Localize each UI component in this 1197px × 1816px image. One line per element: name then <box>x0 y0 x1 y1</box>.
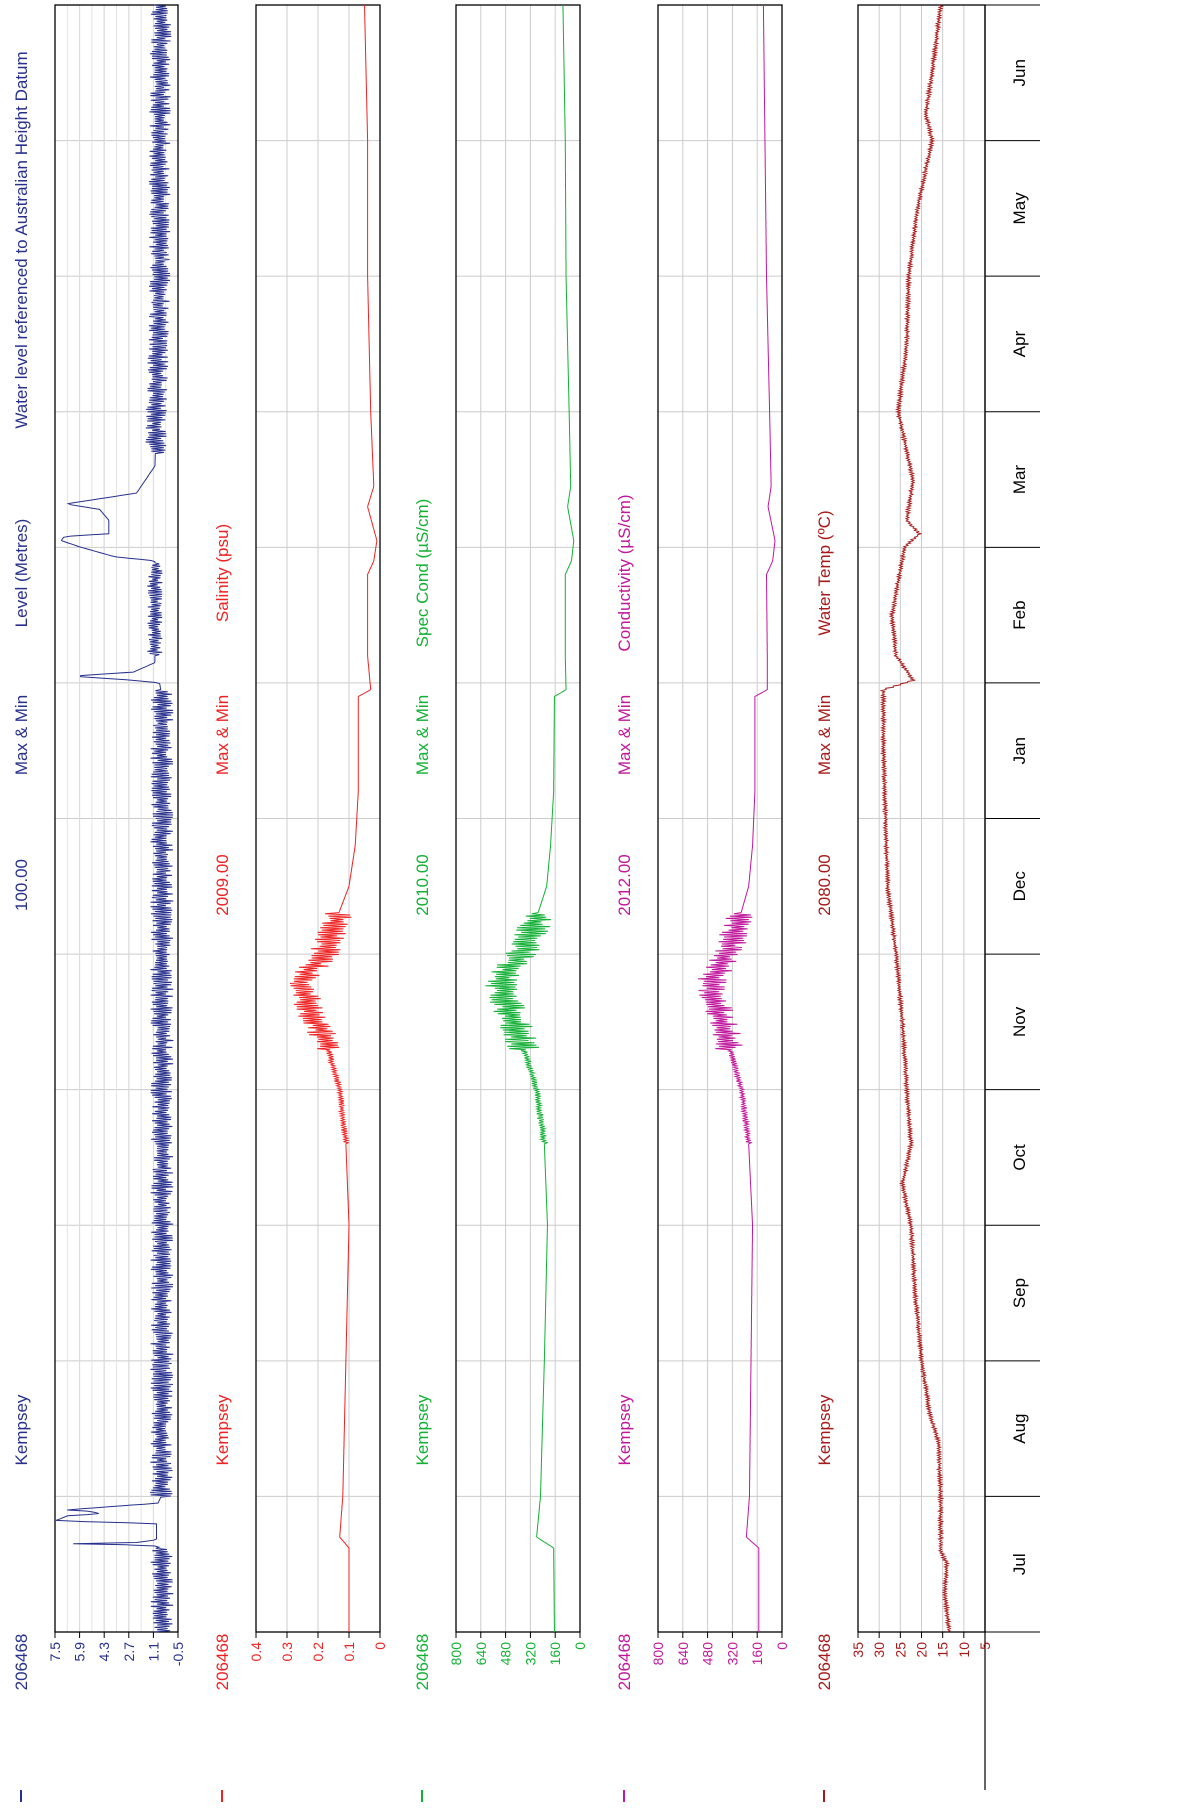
panel-salinity-psu-: 0.4 0.3 0.2 0.1 0 206468 Kempsey 2009.00 Max & M… <box>213 4 388 1802</box>
tick-label: 2.7 <box>121 1642 137 1662</box>
series-ylabel: Level (Metres) <box>12 519 31 628</box>
tick-label: 320 <box>522 1642 538 1666</box>
series-line <box>698 5 776 1632</box>
tick-label: 640 <box>473 1642 489 1666</box>
tick-label: 0.1 <box>341 1642 357 1662</box>
series-ylabel: Salinity (psu) <box>213 524 232 622</box>
series-line <box>879 4 952 1633</box>
series-station: 206468 <box>615 1634 634 1691</box>
series-station: 206468 <box>12 1634 31 1691</box>
tick-label: 4.3 <box>96 1642 112 1662</box>
series-stat: Max & Min <box>413 695 432 775</box>
series-ylabel: Conductivity (µS/cm) <box>615 494 634 651</box>
month-axis: Jul Aug Sep Oct Nov Dec Jan Feb Mar Apr May Jun <box>984 4 1040 1790</box>
series-ylabel: Spec Cond (µS/cm) <box>413 499 432 648</box>
panel-conductivity-s-cm-: 800 640 480 320 160 0 206468 Kempsey 2012.00 Max … <box>615 4 790 1802</box>
series-site: Kempsey <box>615 1394 634 1465</box>
month-label: Feb <box>1010 600 1029 629</box>
series-variable-code: 2009.00 <box>213 854 232 915</box>
tick-label: 0 <box>774 1642 790 1650</box>
plot-frame <box>455 4 581 1633</box>
series-variable-code: 2010.00 <box>413 854 432 915</box>
month-label: Jun <box>1010 59 1029 86</box>
tick-label: 0 <box>372 1642 388 1650</box>
series-line <box>55 4 174 1633</box>
tick-label: 160 <box>749 1642 765 1666</box>
series-stat: Max & Min <box>12 695 31 775</box>
month-label: Oct <box>1010 1144 1029 1171</box>
month-label: Dec <box>1010 871 1029 902</box>
series-stat: Max & Min <box>815 695 834 775</box>
tick-label: 800 <box>650 1642 666 1666</box>
month-label: Mar <box>1010 465 1029 495</box>
tick-label: 20 <box>914 1642 930 1658</box>
tick-label: 30 <box>871 1642 887 1658</box>
series-station: 206468 <box>213 1634 232 1691</box>
panel-water-temp-c-: 35 30 25 20 15 10 5 206468 Kempsey 2080.00 Max & M… <box>815 4 993 1802</box>
series-line <box>485 5 575 1632</box>
series-site: Kempsey <box>815 1394 834 1465</box>
tick-label: 0.2 <box>310 1642 326 1662</box>
series-ylabel: Water Temp (ºC) <box>815 510 834 635</box>
series-variable-code: 2012.00 <box>615 854 634 915</box>
month-label: Jan <box>1010 737 1029 764</box>
tick-label: 5.9 <box>72 1642 88 1662</box>
tick-label: 640 <box>675 1642 691 1666</box>
tick-label: 320 <box>724 1642 740 1666</box>
tick-label: -0.5 <box>170 1642 186 1666</box>
tick-label: 25 <box>892 1642 908 1658</box>
series-site: Kempsey <box>12 1394 31 1465</box>
tick-label: 0 <box>572 1642 588 1650</box>
series-station: 206468 <box>815 1634 834 1691</box>
panel-level-metres-: 7.5 5.9 4.3 2.7 1.1 -0.5 206468 Kempsey 100.00 Ma… <box>12 4 186 1802</box>
tick-label: 160 <box>547 1642 563 1666</box>
tick-label: 35 <box>850 1642 866 1658</box>
tick-label: 0.4 <box>248 1642 264 1662</box>
tick-label: 480 <box>700 1642 716 1666</box>
series-note: Water level referenced to Australian Hei… <box>12 51 31 428</box>
series-station: 206468 <box>413 1634 432 1691</box>
month-label: May <box>1010 192 1029 225</box>
panel-spec-cond-s-cm-: 800 640 480 320 160 0 206468 Kempsey 2010.00 Max … <box>413 4 588 1802</box>
tick-label: 800 <box>448 1642 464 1666</box>
month-label: Aug <box>1010 1414 1029 1444</box>
tick-label: 5 <box>977 1642 993 1650</box>
series-stat: Max & Min <box>615 695 634 775</box>
series-variable-code: 2080.00 <box>815 854 834 915</box>
tick-label: 1.1 <box>145 1642 161 1662</box>
month-label: Nov <box>1010 1006 1029 1037</box>
month-label: Sep <box>1010 1278 1029 1308</box>
plot-frame <box>657 4 783 1633</box>
plot-frame <box>54 4 179 1633</box>
tick-label: 15 <box>935 1642 951 1658</box>
tick-label: 480 <box>498 1642 514 1666</box>
series-site: Kempsey <box>413 1394 432 1465</box>
series-site: Kempsey <box>213 1394 232 1465</box>
series-stat: Max & Min <box>213 695 232 775</box>
tick-label: 10 <box>956 1642 972 1658</box>
tick-label: 7.5 <box>47 1642 63 1662</box>
series-variable-code: 100.00 <box>12 859 31 911</box>
month-label: Apr <box>1010 330 1029 357</box>
series-line <box>289 5 378 1632</box>
month-label: Jul <box>1010 1553 1029 1575</box>
tick-label: 0.3 <box>279 1642 295 1662</box>
